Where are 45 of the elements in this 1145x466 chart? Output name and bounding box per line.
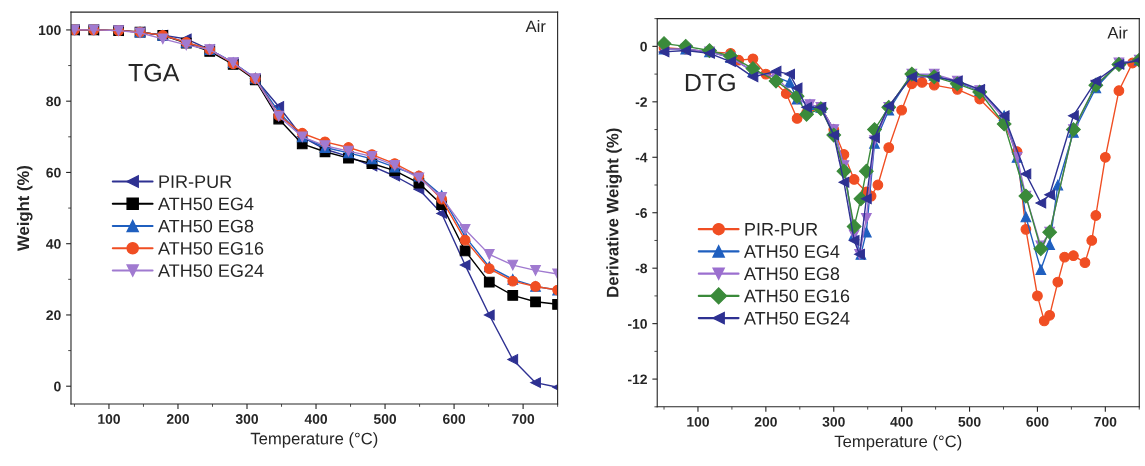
legend-label: ATH50 EG8 — [158, 219, 254, 233]
legend-label: ATH50 EG24 — [158, 264, 264, 278]
x-tick-label: 200 — [166, 414, 189, 424]
x-tick-label: 600 — [1026, 416, 1049, 427]
x-tick-label: 700 — [1094, 416, 1117, 427]
legend-label: ATH50 EG8 — [743, 267, 840, 281]
y-tick-label: 0 — [54, 381, 61, 392]
legend-label: PIR-PUR — [159, 175, 232, 189]
y-tick-label: 40 — [46, 239, 61, 249]
legend-label: ATH50 EG16 — [743, 289, 850, 303]
legend-label: PIR-PUR — [745, 223, 818, 236]
x-tick-label: 100 — [687, 416, 709, 427]
x-tick-label: 300 — [235, 414, 259, 424]
annotation: DTG — [685, 73, 735, 92]
annotation: Air — [1107, 26, 1128, 39]
x-axis-title: Temperature (°C) — [250, 432, 378, 448]
y-tick-label: -6 — [635, 208, 648, 218]
annotation: Air — [525, 20, 546, 33]
x-tick-label: 400 — [304, 414, 328, 424]
y-tick-label: 80 — [46, 96, 61, 107]
x-tick-label: 100 — [98, 414, 120, 424]
x-tick-label: 600 — [443, 414, 466, 424]
y-axis-title: Weight (%) — [16, 166, 33, 251]
y-tick-label: -4 — [635, 152, 648, 163]
legend-label: ATH50 EG24 — [743, 311, 850, 325]
x-tick-label: 200 — [754, 416, 777, 427]
legend-label: ATH50 EG4 — [158, 197, 254, 211]
legend-label: ATH50 EG4 — [743, 245, 840, 258]
x-tick-label: 400 — [890, 416, 913, 427]
y-tick-label: 0 — [640, 41, 647, 52]
y-tick-label: 60 — [46, 167, 61, 178]
x-tick-label: 700 — [512, 414, 535, 424]
legend-label: ATH50 EG16 — [158, 241, 264, 255]
x-axis-title: Temperature (°C) — [834, 435, 962, 451]
y-axis-title: Derivative Weight (%) — [606, 128, 622, 297]
y-tick-label: 20 — [46, 310, 61, 321]
x-tick-label: 300 — [822, 416, 845, 427]
annotation: TGA — [128, 63, 180, 82]
y-tick-label: 100 — [38, 25, 61, 36]
y-tick-label: -2 — [635, 97, 647, 107]
y-tick-label: -12 — [627, 374, 647, 385]
x-tick-label: 500 — [373, 414, 397, 424]
y-tick-label: -10 — [627, 318, 647, 329]
x-tick-label: 500 — [958, 416, 981, 427]
y-tick-label: -8 — [635, 263, 648, 274]
